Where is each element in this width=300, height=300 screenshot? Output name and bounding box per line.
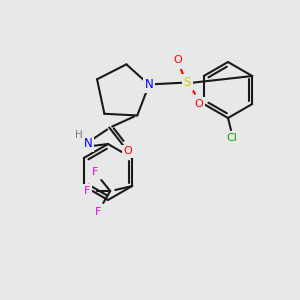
Text: Cl: Cl: [226, 133, 237, 143]
Text: F: F: [84, 186, 90, 196]
Text: N: N: [145, 78, 153, 91]
Text: N: N: [84, 137, 93, 150]
Text: O: O: [195, 99, 203, 109]
Text: F: F: [92, 167, 98, 177]
Text: O: O: [124, 146, 133, 157]
Text: F: F: [95, 207, 101, 217]
Text: S: S: [183, 76, 191, 89]
Text: O: O: [174, 55, 182, 65]
Text: H: H: [75, 130, 83, 140]
